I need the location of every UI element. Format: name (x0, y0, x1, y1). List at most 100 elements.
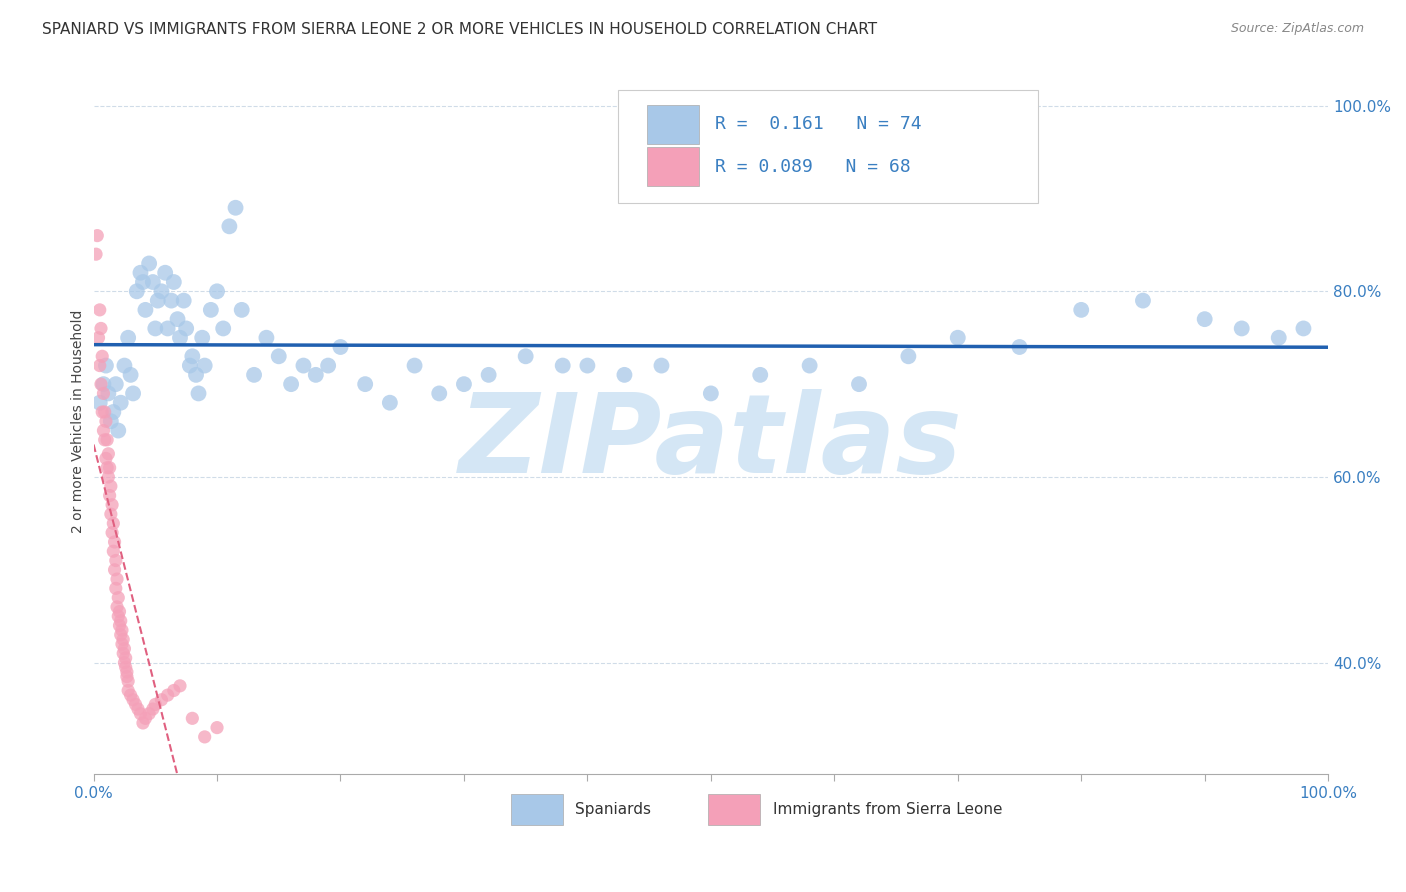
Point (107, 424, 129, 438)
Text: R =  0.161   N = 74: R = 0.161 N = 74 (714, 114, 921, 133)
Point (97, 386, 120, 401)
Point (1070, 302, 1092, 317)
Point (427, 386, 450, 401)
Point (551, 359, 574, 373)
Point (100, 479, 122, 493)
Point (93, 377, 115, 392)
Point (94, 451, 117, 466)
Point (96, 433, 118, 447)
Point (87, 331, 110, 345)
Point (103, 516, 125, 531)
Point (107, 609, 129, 624)
Point (173, 293, 195, 308)
Point (129, 266, 152, 280)
Point (97, 447, 120, 461)
Point (478, 368, 501, 382)
Point (114, 656, 136, 670)
Point (897, 349, 920, 363)
Point (316, 359, 339, 373)
Point (749, 368, 772, 382)
Point (103, 544, 125, 558)
Point (104, 377, 127, 392)
Point (138, 256, 160, 270)
Point (104, 582, 127, 596)
Text: Spaniards: Spaniards (575, 802, 651, 817)
Point (181, 349, 204, 363)
FancyBboxPatch shape (510, 794, 562, 825)
Point (89, 359, 111, 373)
Point (115, 669, 138, 683)
Point (166, 312, 188, 326)
Point (1194, 312, 1216, 326)
Point (108, 605, 131, 619)
Point (100, 507, 122, 521)
Point (143, 321, 166, 335)
Point (96, 460, 118, 475)
Point (404, 359, 426, 373)
Point (114, 651, 136, 665)
Point (91, 349, 114, 363)
Point (184, 368, 207, 382)
Point (117, 331, 139, 345)
Point (146, 293, 169, 308)
Text: R = 0.089   N = 68: R = 0.089 N = 68 (714, 158, 910, 177)
Point (103, 405, 125, 419)
Point (129, 706, 152, 721)
Point (280, 377, 302, 392)
FancyBboxPatch shape (709, 794, 761, 825)
Point (218, 219, 240, 234)
Point (114, 359, 136, 373)
Point (194, 730, 217, 744)
Point (254, 331, 277, 345)
Point (515, 349, 537, 363)
Point (104, 553, 127, 567)
Point (90, 321, 112, 335)
Point (120, 368, 142, 382)
Point (700, 386, 723, 401)
Point (112, 646, 135, 660)
Point (650, 359, 672, 373)
Point (93, 424, 115, 438)
Point (94, 414, 117, 428)
Point (194, 359, 217, 373)
Point (112, 632, 135, 647)
FancyBboxPatch shape (619, 90, 1038, 202)
Point (453, 377, 475, 392)
Point (329, 340, 352, 354)
Point (125, 285, 148, 299)
Point (107, 591, 129, 605)
Point (243, 368, 266, 382)
Point (110, 395, 132, 409)
Text: Immigrants from Sierra Leone: Immigrants from Sierra Leone (772, 802, 1002, 817)
Point (93, 386, 115, 401)
Point (89, 302, 111, 317)
Point (174, 321, 197, 335)
Point (231, 302, 253, 317)
Point (156, 321, 179, 335)
Point (110, 614, 132, 628)
Point (1267, 331, 1289, 345)
Point (114, 660, 136, 674)
Point (98, 489, 121, 503)
Point (212, 321, 235, 335)
Point (378, 395, 401, 409)
Point (354, 377, 377, 392)
Point (132, 716, 155, 731)
Point (124, 698, 146, 712)
Point (1132, 293, 1154, 308)
Point (143, 698, 166, 712)
Point (103, 535, 125, 549)
Point (134, 302, 156, 317)
Point (142, 275, 165, 289)
Point (110, 628, 132, 642)
Point (127, 702, 149, 716)
Point (101, 525, 124, 540)
Point (114, 641, 136, 656)
Point (163, 275, 186, 289)
Point (134, 711, 156, 725)
Point (225, 201, 247, 215)
Point (163, 683, 186, 698)
Point (111, 623, 134, 637)
Point (292, 359, 315, 373)
Point (89, 395, 111, 409)
